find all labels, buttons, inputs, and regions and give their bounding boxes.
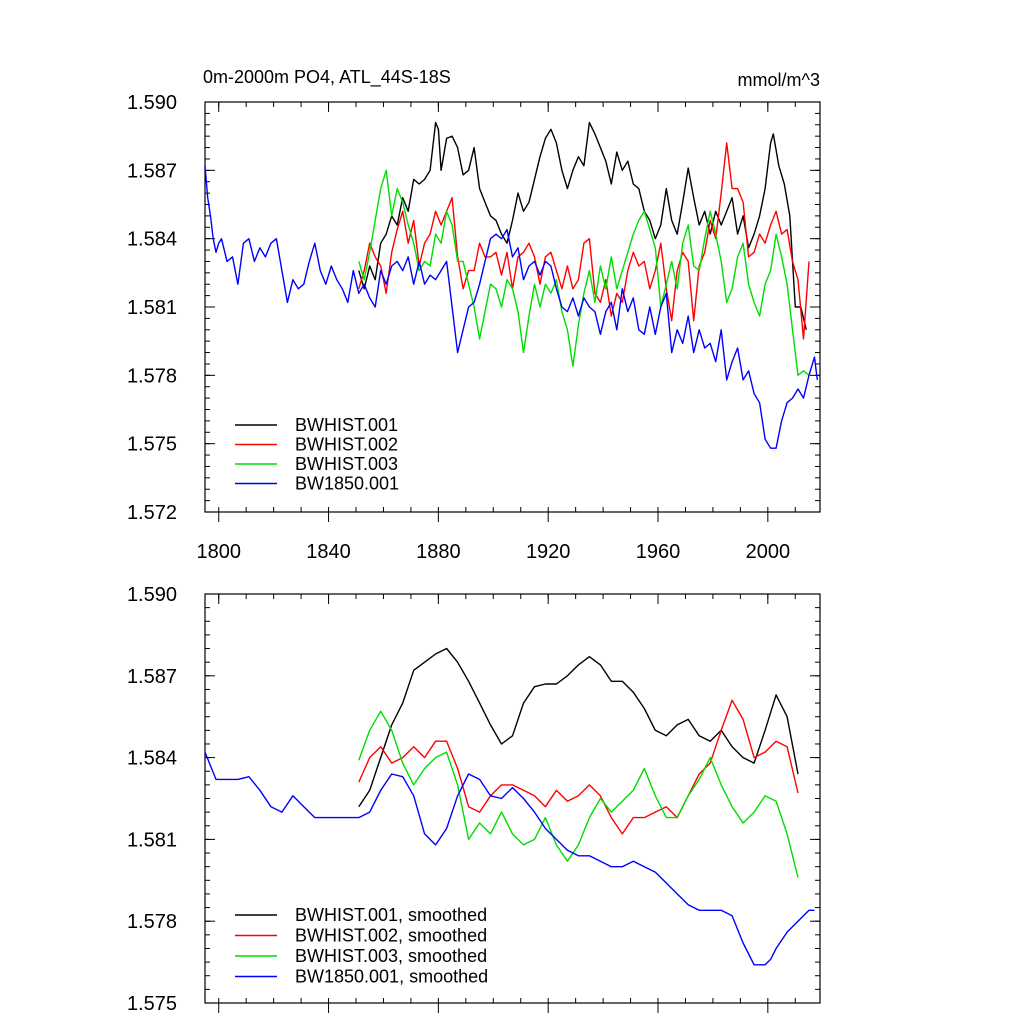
y-tick-label: 1.578 (127, 365, 177, 387)
top-panel: 0m-2000m PO4, ATL_44S-18S mmol/m^3 1.590… (127, 67, 821, 563)
bottom-panel: 1.590 1.587 1.584 1.581 1.578 1.575 BWHIST.001… (127, 584, 821, 1015)
legend-label: BW1850.001 (295, 474, 399, 494)
series-line-2 (358, 142, 810, 340)
legend-label: BWHIST.002 (295, 435, 398, 455)
x-tick-label: 2000 (746, 541, 791, 563)
x-tick-label: 1960 (636, 541, 681, 563)
series-line-4 (204, 165, 818, 449)
y-tick-label: 1.581 (127, 829, 177, 851)
legend-label: BWHIST.001 (295, 415, 398, 435)
x-tick-label: 1800 (196, 541, 241, 563)
legend-label: BWHIST.001, smoothed (295, 905, 487, 925)
x-tick-label: 1920 (526, 541, 571, 563)
y-tick-label: 1.572 (127, 502, 177, 524)
legend-label: BW1850.001, smoothed (295, 967, 488, 987)
units-label: mmol/m^3 (738, 70, 820, 90)
y-tick-label: 1.578 (127, 911, 177, 933)
series-line-1 (358, 121, 807, 330)
y-tick-label: 1.587 (127, 160, 177, 182)
legend-label: BWHIST.003 (295, 454, 398, 474)
series-line-3 (358, 169, 810, 376)
legend-label: BWHIST.002, smoothed (295, 926, 487, 946)
series-line-1 (358, 647, 799, 808)
legend-label: BWHIST.003, smoothed (295, 946, 487, 966)
series-line-2 (358, 699, 799, 835)
x-tick-label: 1840 (306, 541, 351, 563)
y-tick-label: 1.584 (127, 229, 177, 251)
y-tick-label: 1.575 (127, 434, 177, 456)
y-tick-label: 1.590 (127, 92, 177, 114)
series-line-3 (358, 710, 799, 878)
x-tick-label: 1880 (416, 541, 461, 563)
y-tick-label: 1.584 (127, 748, 177, 770)
series-line-4 (204, 751, 815, 966)
chart-title: 0m-2000m PO4, ATL_44S-18S (203, 67, 451, 88)
y-tick-label: 1.575 (127, 993, 177, 1015)
y-tick-label: 1.590 (127, 584, 177, 606)
y-tick-label: 1.587 (127, 666, 177, 688)
y-tick-label: 1.581 (127, 297, 177, 319)
